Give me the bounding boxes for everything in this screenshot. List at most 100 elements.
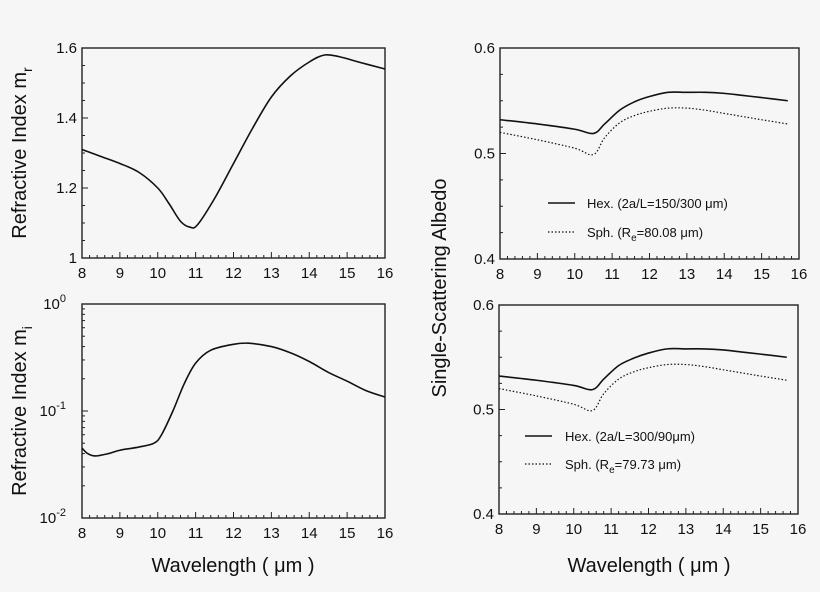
x-tick-label: 9 <box>532 521 540 538</box>
series-line-dotted <box>498 363 787 412</box>
legend-label-subscript: e <box>631 233 637 244</box>
y-tick-label: 0.6 <box>473 297 494 314</box>
y-tick-base: 0.4 <box>474 251 495 268</box>
y-tick-label: 0.5 <box>474 146 495 163</box>
y-tick-base: 0.5 <box>473 402 494 419</box>
series-line-dotted <box>499 107 788 156</box>
x-tick-label: 9 <box>116 265 124 282</box>
plot-frame <box>81 303 386 519</box>
x-tick-label: 16 <box>377 265 394 282</box>
series-line-solid <box>81 53 386 229</box>
y-tick-base: 1.6 <box>56 40 77 57</box>
y-tick-label: 10-2 <box>40 507 66 527</box>
x-tick-label: 12 <box>641 266 658 283</box>
y-tick-label: 1.2 <box>56 180 77 197</box>
y-tick-label: 0.4 <box>474 251 495 268</box>
legend-label: Sph. (Re=79.73 μm) <box>565 457 681 476</box>
y-tick-exponent: -2 <box>56 507 66 519</box>
x-tick-label: 16 <box>791 266 808 283</box>
x-tick-label: 8 <box>78 525 86 542</box>
panel-refr-real: 8 9 10 11 12 13 14 15 16 1 1.2 1.4 1.6 Refractive Ind… <box>9 40 393 282</box>
y-axis-label-subscript: r <box>19 67 35 72</box>
y-axis-label: Refractive Index mr <box>9 67 35 239</box>
x-tick-label: 8 <box>495 521 503 538</box>
x-tick-label: 16 <box>790 521 807 538</box>
albedo-ylabel: Single-Scattering Albedo <box>429 178 451 397</box>
legend-label: Sph. (Re=80.08 μm) <box>587 225 703 244</box>
x-tick-label: 10 <box>565 521 582 538</box>
panel-albedo-top: 8 9 10 11 12 13 14 15 16 0.4 0.5 0.6 Hex. (2a/L=150/… <box>474 40 807 283</box>
x-tick-label: 10 <box>566 266 583 283</box>
x-tick-label: 15 <box>753 266 770 283</box>
y-tick-base: 0.6 <box>474 40 495 57</box>
legend-label-rest: =80.08 μm) <box>637 225 703 240</box>
y-tick-label: 100 <box>43 293 66 313</box>
x-tick-label: 14 <box>716 266 733 283</box>
y-axis-label-main: Refractive Index m <box>9 72 31 239</box>
x-tick-label: 14 <box>301 265 318 282</box>
x-tick-label: 10 <box>149 265 166 282</box>
x-tick-label: 11 <box>603 521 619 538</box>
y-tick-base: 10 <box>40 403 57 420</box>
legend-label: Hex. (2a/L=150/300 μm) <box>587 196 728 211</box>
y-tick-base: 1.2 <box>56 180 77 197</box>
y-tick-label: 1.6 <box>56 40 77 57</box>
y-tick-base: 10 <box>40 510 57 527</box>
x-tick-label: 11 <box>604 266 620 283</box>
y-tick-label: 0.4 <box>473 506 494 523</box>
y-tick-exponent: 0 <box>60 293 66 305</box>
series-line-solid <box>498 347 787 391</box>
x-tick-label: 8 <box>496 266 504 283</box>
x-tick-label: 9 <box>116 525 124 542</box>
x-tick-label: 12 <box>640 521 657 538</box>
x-tick-label: 14 <box>715 521 732 538</box>
y-tick-base: 0.6 <box>473 297 494 314</box>
y-tick-label: 1 <box>69 250 77 267</box>
x-tick-label: 12 <box>225 525 242 542</box>
y-tick-label: 0.5 <box>473 402 494 419</box>
right-xlabel: Wavelength ( μm ) <box>567 555 730 577</box>
series-line-solid <box>499 91 788 135</box>
x-tick-label: 12 <box>225 265 242 282</box>
y-tick-base: 0.5 <box>474 146 495 163</box>
y-tick-base: 10 <box>43 296 60 313</box>
x-tick-label: 13 <box>678 521 695 538</box>
x-tick-label: 14 <box>301 525 318 542</box>
legend-label-main: Hex. (2a/L=300/90μm) <box>565 429 695 444</box>
x-tick-label: 15 <box>339 525 356 542</box>
legend-label-subscript: e <box>609 465 615 476</box>
y-tick-label: 1.4 <box>56 110 77 127</box>
y-axis-label-main: Refractive Index m <box>9 329 31 496</box>
y-tick-base: 0.4 <box>473 506 494 523</box>
left-xlabel: Wavelength ( μm ) <box>151 555 314 577</box>
x-tick-label: 15 <box>752 521 769 538</box>
plot-frame <box>498 304 799 515</box>
x-tick-label: 15 <box>339 265 356 282</box>
legend-label-main: Hex. (2a/L=150/300 μm) <box>587 196 728 211</box>
plot-frame <box>81 47 386 259</box>
legend-label-main: Sph. (R <box>587 225 631 240</box>
y-axis-label: Refractive Index mi <box>9 326 35 496</box>
x-tick-label: 11 <box>188 525 204 542</box>
y-axis-label-subscript: i <box>19 326 35 329</box>
x-tick-label: 16 <box>377 525 394 542</box>
x-tick-label: 10 <box>149 525 166 542</box>
panel-albedo-bottom: 8 9 10 11 12 13 14 15 16 0.4 0.5 0.6 Hex. (2a/L=300/… <box>473 297 806 538</box>
x-tick-label: 13 <box>679 266 696 283</box>
y-tick-base: 1.4 <box>56 110 77 127</box>
legend-label-main: Sph. (R <box>565 457 609 472</box>
x-tick-label: 13 <box>263 525 280 542</box>
x-tick-label: 13 <box>263 265 280 282</box>
series-line-solid <box>81 342 386 457</box>
x-tick-label: 11 <box>188 265 204 282</box>
y-tick-exponent: -1 <box>56 400 66 412</box>
legend-label-rest: =79.73 μm) <box>615 457 681 472</box>
legend-label: Hex. (2a/L=300/90μm) <box>565 429 695 444</box>
y-tick-base: 1 <box>69 250 77 267</box>
x-tick-label: 8 <box>78 265 86 282</box>
y-tick-label: 10-1 <box>40 400 66 420</box>
x-tick-label: 9 <box>533 266 541 283</box>
y-tick-label: 0.6 <box>474 40 495 57</box>
